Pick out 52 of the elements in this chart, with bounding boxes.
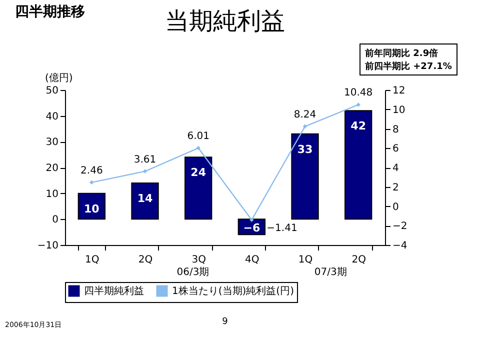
bar xyxy=(184,156,212,220)
x-tick-label: 1Q xyxy=(298,254,313,266)
legend-label: 四半期純利益 xyxy=(84,285,144,297)
text: 前年同期比 2.9倍 xyxy=(364,48,438,59)
chart-title: 当期純利益 xyxy=(165,7,285,35)
y-tick-label: 10 xyxy=(46,188,58,200)
bar xyxy=(131,182,159,220)
y2-tick-label: 6 xyxy=(392,144,399,155)
point xyxy=(90,180,94,185)
bar xyxy=(344,110,372,220)
text: 9 xyxy=(222,317,228,327)
y2-tick-label: 12 xyxy=(392,86,406,96)
y2-tick-label: 2 xyxy=(392,182,399,194)
data-label: 2.46 xyxy=(80,165,103,176)
data-label: −1.41 xyxy=(266,222,298,234)
data-label: −6 xyxy=(243,222,260,235)
data-label: 10 xyxy=(84,202,100,216)
y-tick-label: 0 xyxy=(52,214,58,226)
x-tick-label: 4Q xyxy=(245,254,260,266)
y-tick-label: 50 xyxy=(46,86,58,96)
y-tick-label: −10 xyxy=(37,240,58,252)
bar xyxy=(291,133,319,220)
data-label: 24 xyxy=(190,166,206,180)
y2-tick-label: 0 xyxy=(392,202,399,213)
y2-tick-label: 10 xyxy=(392,104,406,116)
x-tick-label: 2Q xyxy=(138,254,153,266)
data-label: 6.01 xyxy=(187,131,210,142)
y2-tick-label: −4 xyxy=(392,240,408,252)
y-axis-title: (億円) xyxy=(45,72,73,84)
y-tick-label: 20 xyxy=(46,163,58,174)
data-label: 14 xyxy=(137,192,153,205)
data-label: 33 xyxy=(297,142,313,156)
data-label: 8.24 xyxy=(294,109,316,120)
point xyxy=(250,218,254,222)
data-label: 10.48 xyxy=(344,88,373,99)
x-tick-label: 1Q xyxy=(85,254,100,266)
y-tick-label: 40 xyxy=(46,111,58,122)
y2-tick-label: 8 xyxy=(392,124,399,136)
chart-subtitle: 四半期推移 xyxy=(15,4,85,20)
legend-label: 1株当たり(当期)純利益(円) xyxy=(172,285,294,297)
text: 07/3期 xyxy=(314,266,347,278)
y2-tick-label: −2 xyxy=(392,221,408,232)
x-tick-label: 3Q xyxy=(192,254,206,266)
data-label: 42 xyxy=(350,120,366,133)
text: 前四半期比 +27.1% xyxy=(364,61,452,72)
x-tick-label: 2Q xyxy=(352,254,366,266)
y2-tick-label: 4 xyxy=(392,163,399,174)
point xyxy=(356,102,360,107)
data-label: 3.61 xyxy=(134,154,156,166)
y-tick-label: 30 xyxy=(46,137,58,148)
text: 06/3期 xyxy=(176,266,210,278)
point xyxy=(302,124,308,129)
